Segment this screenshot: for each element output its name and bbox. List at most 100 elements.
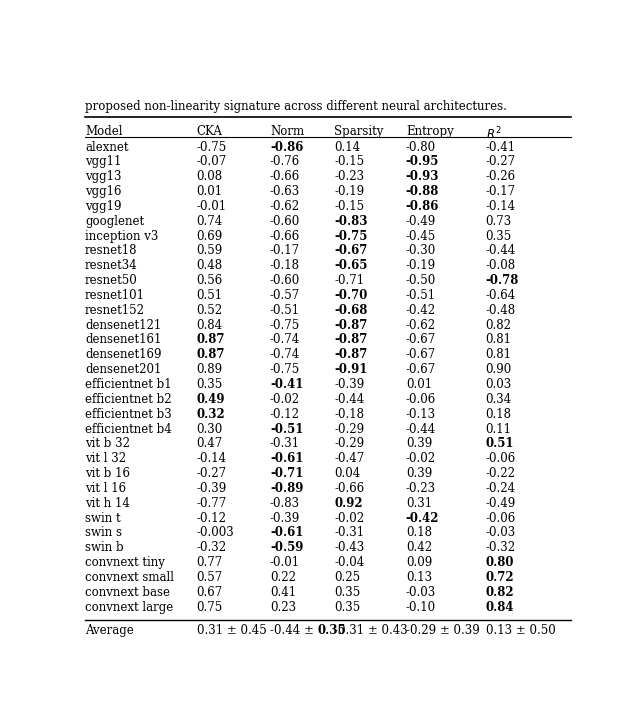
Text: -0.71: -0.71 <box>270 467 303 480</box>
Text: 0.22: 0.22 <box>270 571 296 584</box>
Text: vit h 14: vit h 14 <box>85 497 130 510</box>
Text: 0.01: 0.01 <box>196 185 223 198</box>
Text: -0.66: -0.66 <box>270 170 300 183</box>
Text: 0.77: 0.77 <box>196 556 223 569</box>
Text: -0.74: -0.74 <box>270 348 300 361</box>
Text: -0.26: -0.26 <box>486 170 516 183</box>
Text: Model: Model <box>85 125 122 138</box>
Text: 0.84: 0.84 <box>486 600 514 613</box>
Text: convnext small: convnext small <box>85 571 174 584</box>
Text: 0.30: 0.30 <box>196 423 223 436</box>
Text: inception v3: inception v3 <box>85 230 158 243</box>
Text: -0.67: -0.67 <box>335 244 368 258</box>
Text: -0.27: -0.27 <box>486 156 516 168</box>
Text: 0.51: 0.51 <box>486 437 514 451</box>
Text: 0.80: 0.80 <box>486 556 514 569</box>
Text: -0.39: -0.39 <box>196 482 227 495</box>
Text: swin b: swin b <box>85 541 124 554</box>
Text: -0.67: -0.67 <box>406 348 436 361</box>
Text: densenet161: densenet161 <box>85 333 161 346</box>
Text: -0.07: -0.07 <box>196 156 227 168</box>
Text: 0.32: 0.32 <box>196 408 225 420</box>
Text: 0.87: 0.87 <box>196 348 225 361</box>
Text: -0.59: -0.59 <box>270 541 303 554</box>
Text: -0.41: -0.41 <box>270 378 303 391</box>
Text: vit b 16: vit b 16 <box>85 467 130 480</box>
Text: vit l 32: vit l 32 <box>85 452 126 465</box>
Text: 0.03: 0.03 <box>486 378 512 391</box>
Text: -0.003: -0.003 <box>196 526 234 539</box>
Text: -0.75: -0.75 <box>335 230 368 243</box>
Text: $R^2$: $R^2$ <box>486 125 501 142</box>
Text: -0.01: -0.01 <box>196 200 227 213</box>
Text: -0.14: -0.14 <box>196 452 227 465</box>
Text: 0.31: 0.31 <box>406 497 432 510</box>
Text: -0.95: -0.95 <box>406 156 439 168</box>
Text: -0.63: -0.63 <box>270 185 300 198</box>
Text: -0.68: -0.68 <box>335 304 368 317</box>
Text: 0.89: 0.89 <box>196 363 223 376</box>
Text: -0.66: -0.66 <box>270 230 300 243</box>
Text: -0.08: -0.08 <box>486 259 516 272</box>
Text: 0.18: 0.18 <box>486 408 512 420</box>
Text: -0.61: -0.61 <box>270 452 303 465</box>
Text: -0.29: -0.29 <box>335 437 365 451</box>
Text: 0.35: 0.35 <box>196 378 223 391</box>
Text: Norm: Norm <box>270 125 304 138</box>
Text: -0.31: -0.31 <box>270 437 300 451</box>
Text: -0.23: -0.23 <box>406 482 436 495</box>
Text: -0.87: -0.87 <box>335 319 368 332</box>
Text: -0.03: -0.03 <box>486 526 516 539</box>
Text: 0.72: 0.72 <box>486 571 515 584</box>
Text: 0.31 ± 0.45: 0.31 ± 0.45 <box>196 624 266 637</box>
Text: 0.84: 0.84 <box>196 319 223 332</box>
Text: vgg11: vgg11 <box>85 156 122 168</box>
Text: -0.12: -0.12 <box>196 512 227 525</box>
Text: -0.14: -0.14 <box>486 200 516 213</box>
Text: -0.61: -0.61 <box>270 526 303 539</box>
Text: 0.92: 0.92 <box>335 497 363 510</box>
Text: -0.39: -0.39 <box>335 378 365 391</box>
Text: -0.31: -0.31 <box>335 526 365 539</box>
Text: 0.56: 0.56 <box>196 274 223 287</box>
Text: -0.49: -0.49 <box>406 215 436 228</box>
Text: 0.35: 0.35 <box>335 586 361 599</box>
Text: -0.01: -0.01 <box>270 556 300 569</box>
Text: -0.60: -0.60 <box>270 215 300 228</box>
Text: 0.39: 0.39 <box>406 467 432 480</box>
Text: resnet50: resnet50 <box>85 274 138 287</box>
Text: -0.87: -0.87 <box>335 333 368 346</box>
Text: -0.83: -0.83 <box>335 215 368 228</box>
Text: Average: Average <box>85 624 134 637</box>
Text: googlenet: googlenet <box>85 215 144 228</box>
Text: -0.41: -0.41 <box>486 140 516 153</box>
Text: -0.76: -0.76 <box>270 156 300 168</box>
Text: vit l 16: vit l 16 <box>85 482 126 495</box>
Text: vit b 32: vit b 32 <box>85 437 130 451</box>
Text: vgg19: vgg19 <box>85 200 122 213</box>
Text: -0.31 ± 0.43: -0.31 ± 0.43 <box>335 624 408 637</box>
Text: -0.04: -0.04 <box>335 556 365 569</box>
Text: 0.73: 0.73 <box>486 215 512 228</box>
Text: -0.49: -0.49 <box>486 497 516 510</box>
Text: -0.67: -0.67 <box>406 363 436 376</box>
Text: -0.75: -0.75 <box>270 363 300 376</box>
Text: -0.51: -0.51 <box>270 304 300 317</box>
Text: -0.50: -0.50 <box>406 274 436 287</box>
Text: -0.78: -0.78 <box>486 274 519 287</box>
Text: -0.27: -0.27 <box>196 467 227 480</box>
Text: -0.62: -0.62 <box>406 319 436 332</box>
Text: vgg13: vgg13 <box>85 170 122 183</box>
Text: -0.88: -0.88 <box>406 185 439 198</box>
Text: -0.86: -0.86 <box>270 140 303 153</box>
Text: -0.62: -0.62 <box>270 200 300 213</box>
Text: -0.30: -0.30 <box>406 244 436 258</box>
Text: -0.15: -0.15 <box>335 156 365 168</box>
Text: -0.48: -0.48 <box>486 304 516 317</box>
Text: -0.24: -0.24 <box>486 482 516 495</box>
Text: 0.49: 0.49 <box>196 393 225 406</box>
Text: 0.13: 0.13 <box>406 571 432 584</box>
Text: efficientnet b4: efficientnet b4 <box>85 423 172 436</box>
Text: efficientnet b1: efficientnet b1 <box>85 378 172 391</box>
Text: -0.93: -0.93 <box>406 170 440 183</box>
